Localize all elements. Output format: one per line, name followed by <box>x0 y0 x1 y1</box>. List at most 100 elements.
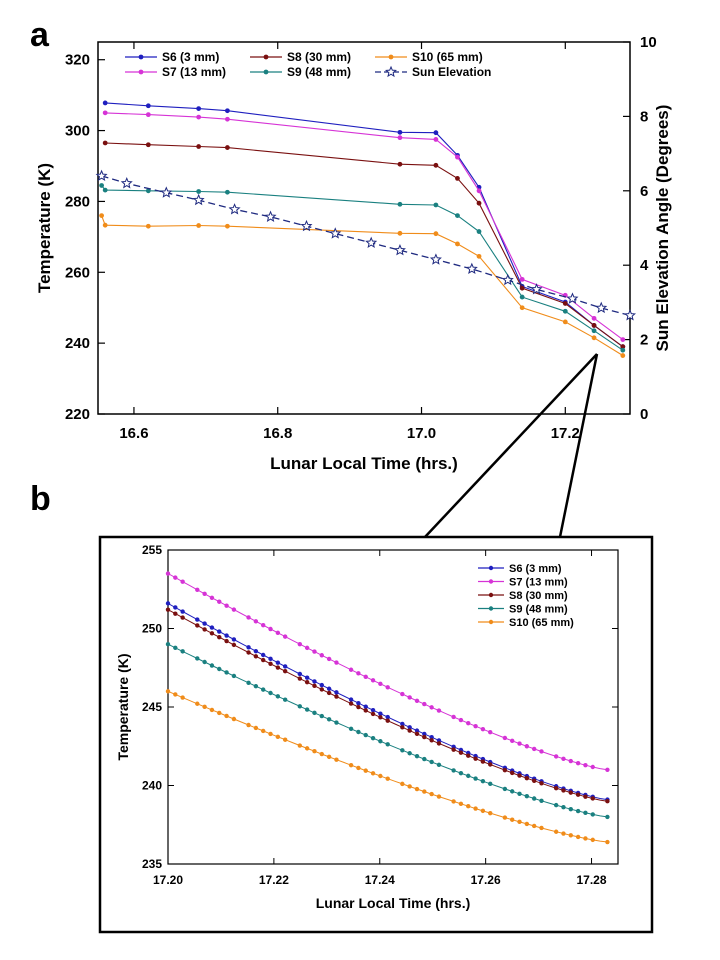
chart-b-data-point <box>282 697 288 702</box>
chart-b-data-point <box>480 759 486 764</box>
chart-b-data-point <box>488 781 493 787</box>
chart-b-data-point <box>326 686 332 691</box>
chart-a-x-tick-label: 17.2 <box>551 425 580 442</box>
chart-b-data-point <box>282 669 288 674</box>
chart-b-data-point <box>553 802 559 808</box>
chart-b-data-point <box>319 751 324 757</box>
chart-b-data-point <box>473 724 478 729</box>
chart-b-data-point <box>297 743 303 748</box>
chart-a-star-point <box>300 219 313 232</box>
chart-b-data-point <box>312 649 317 654</box>
chart-a-y2-tick-label: 2 <box>640 332 648 349</box>
chart-b-data-point <box>319 653 324 658</box>
chart-b-y-tick-label: 240 <box>142 779 162 793</box>
chart-b-data-point <box>253 648 259 654</box>
chart-b-legend-label: S10 (65 mm) <box>509 617 574 629</box>
chart-b-data-point <box>195 701 200 706</box>
chart-b-data-point <box>378 739 383 744</box>
chart-b-data-point <box>319 713 324 719</box>
chart-a-data-point <box>519 276 525 282</box>
chart-b-data-point <box>590 796 595 801</box>
chart-a-x-axis-label: Lunar Local Time (hrs.) <box>270 454 458 473</box>
chart-a-data-point <box>225 189 230 195</box>
chart-b-data-point <box>275 734 281 740</box>
chart-b-data-point <box>297 676 303 681</box>
chart-a-legend-label: S10 (65 mm) <box>412 50 483 64</box>
chart-b-data-point <box>583 810 588 816</box>
chart-b-data-point <box>348 697 354 702</box>
chart-b-data-point <box>568 790 573 795</box>
chart-b-data-point <box>414 728 420 733</box>
chart-b-data-point <box>224 670 229 675</box>
chart-b-data-point <box>524 821 530 827</box>
chart-b-data-point <box>326 754 332 760</box>
chart-b-data-point <box>297 641 303 647</box>
chart-b-data-point <box>268 690 273 696</box>
chart-b-data-point <box>217 634 222 640</box>
chart-b-data-point <box>561 756 566 761</box>
chart-b-data-point <box>553 754 559 759</box>
chart-b-data-point <box>451 768 456 773</box>
chart-a-star-point <box>465 262 478 275</box>
chart-b-ticks: 17.20 17.22 17.24 17.26 17.28 235 240 245 250 255 <box>142 543 618 887</box>
chart-b-legend-marker <box>488 619 494 625</box>
chart-b-data-point <box>282 664 288 669</box>
chart-a-data-point <box>196 114 202 120</box>
chart-a-x-tick-label: 16.8 <box>263 425 292 442</box>
chart-a-star-point <box>566 292 579 304</box>
chart-b-x-tick-label: 17.28 <box>577 873 607 887</box>
chart-a-data-point <box>225 116 230 122</box>
chart-b-data-point <box>231 607 237 612</box>
chart-b-data-point <box>282 634 288 639</box>
chart-b-data-point <box>217 599 222 604</box>
chart-b-data-point <box>363 768 368 773</box>
chart-b-data-point <box>605 799 610 804</box>
inset-box <box>98 535 654 934</box>
chart-b-data-point <box>568 833 573 838</box>
chart-b-data-point <box>378 773 383 779</box>
chart-b-data-point <box>407 725 412 730</box>
chart-b-data-point <box>466 753 471 758</box>
chart-a-data-point <box>591 335 597 341</box>
chart-b-data-point <box>568 758 573 764</box>
chart-b-data-point <box>326 656 332 662</box>
chart-b-legend-marker <box>488 592 494 598</box>
chart-b-data-point <box>348 701 354 706</box>
chart-b-data-point <box>531 823 537 829</box>
chart-b-data-point <box>275 630 281 636</box>
chart-b-data-point <box>334 757 339 762</box>
chart-b-data-point <box>370 711 376 717</box>
chart-b-data-point <box>378 681 383 687</box>
chart-b-data-point <box>488 729 493 735</box>
chart-b-data-point <box>217 710 222 716</box>
chart-b-data-point <box>422 734 427 740</box>
chart-b-data-point <box>385 685 390 690</box>
chart-b-data-point <box>261 728 266 734</box>
chart-b-data-point <box>524 776 530 781</box>
chart-b-data-point <box>334 660 339 665</box>
chart-b-data-point <box>173 692 178 697</box>
chart-b-data-point <box>217 666 222 672</box>
chart-b-data-point <box>370 707 376 713</box>
chart-b-data-point <box>561 831 566 836</box>
chart-a-data-point <box>591 323 597 328</box>
chart-a-legend-marker <box>388 54 394 60</box>
chart-b-data-point <box>480 727 486 732</box>
chart-a-y-tick-label: 300 <box>65 123 90 140</box>
chart-b-data-point <box>202 621 207 626</box>
chart-b-legend-label: S6 (3 mm) <box>509 563 562 575</box>
chart-b-data-point <box>414 786 420 792</box>
chart-a-data-point <box>455 176 460 181</box>
chart-b-data-point <box>400 721 405 727</box>
chart-b-data-point <box>414 698 420 704</box>
chart-a-star-point <box>160 186 173 198</box>
chart-b-data-point <box>466 804 471 809</box>
chart-b-data-point <box>304 645 310 651</box>
chart-b-data-point <box>370 678 376 683</box>
chart-b-legend-marker <box>488 606 494 611</box>
chart-b-data-point <box>363 732 368 738</box>
chart-b-data-point <box>378 711 383 716</box>
chart-a-data-point <box>102 110 108 116</box>
chart-a-data-point <box>562 308 568 314</box>
